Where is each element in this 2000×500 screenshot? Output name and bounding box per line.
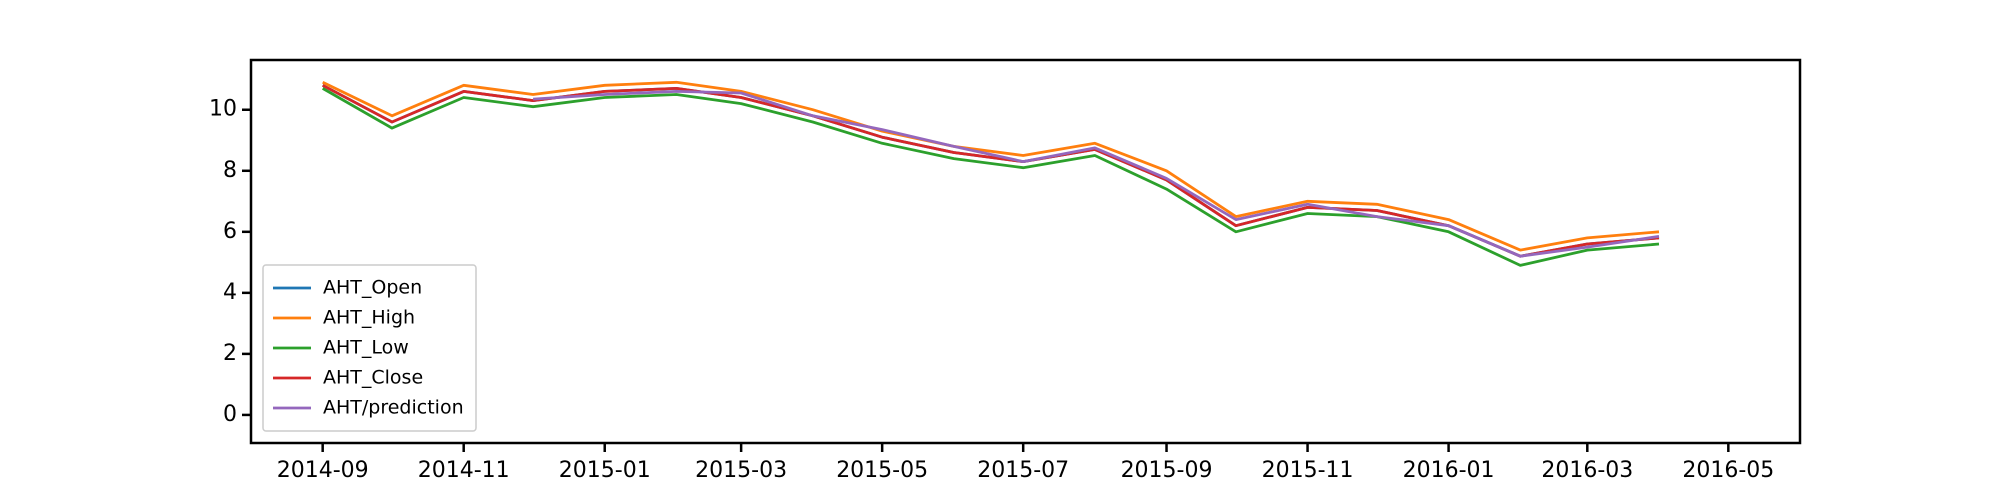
legend-label: AHT_High [323, 307, 415, 329]
x-tick-label: 2015-03 [695, 458, 787, 483]
series-line [322, 80, 1660, 252]
x-tick-label: 2015-11 [1262, 458, 1354, 483]
x-tick-label: 2016-03 [1541, 458, 1633, 483]
y-tick-label: 0 [223, 402, 237, 427]
series-line [533, 90, 1660, 258]
y-tick-label: 4 [223, 280, 237, 305]
legend: AHT_Open AHT_High AHT_Low AHT_Close AHT/pred… [262, 264, 477, 432]
legend-box [262, 264, 477, 432]
x-tick-label: 2015-09 [1121, 458, 1213, 483]
y-tick-label: 6 [223, 219, 237, 244]
plot-frame [249, 58, 1802, 445]
x-tick-label: 2015-05 [836, 458, 928, 483]
x-tick-label: 2014-09 [277, 458, 369, 483]
series-line [322, 87, 1660, 267]
y-tick-label: 2 [223, 341, 237, 366]
legend-label: AHT_Close [323, 367, 423, 389]
x-tick-label: 2016-01 [1403, 458, 1495, 483]
x-tick-label: 2014-11 [418, 458, 510, 483]
y-tick-label: 8 [223, 158, 237, 183]
x-tick-label: 2016-05 [1682, 458, 1774, 483]
legend-label: AHT_Low [323, 337, 409, 359]
y-tick-label: 10 [209, 97, 237, 122]
legend-label: AHT_Open [323, 277, 422, 299]
x-tick-label: 2015-07 [977, 458, 1069, 483]
x-tick-label: 2015-01 [559, 458, 651, 483]
legend-label: AHT/prediction [323, 397, 464, 419]
